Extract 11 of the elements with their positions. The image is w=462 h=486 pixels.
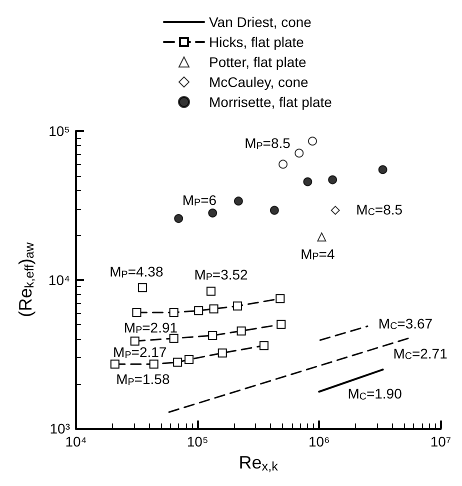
legend-label: Van Driest, cone bbox=[209, 14, 312, 30]
y-tick-label: 10⁵ bbox=[48, 123, 70, 139]
legend-label: Hicks, flat plate bbox=[209, 34, 304, 50]
x-tick-label: 10⁶ bbox=[308, 434, 330, 450]
legend-label: Potter, flat plate bbox=[209, 54, 306, 70]
x-tick-label: 10⁵ bbox=[186, 434, 208, 450]
y-tick-label: 10⁴ bbox=[48, 272, 70, 288]
legend-label: McCauley, cone bbox=[209, 74, 309, 90]
x-tick-label: 10⁷ bbox=[430, 434, 451, 450]
y-axis-title: (Rek,eff)aw bbox=[15, 242, 36, 318]
legend-label: Morrisette, flat plate bbox=[209, 94, 332, 110]
